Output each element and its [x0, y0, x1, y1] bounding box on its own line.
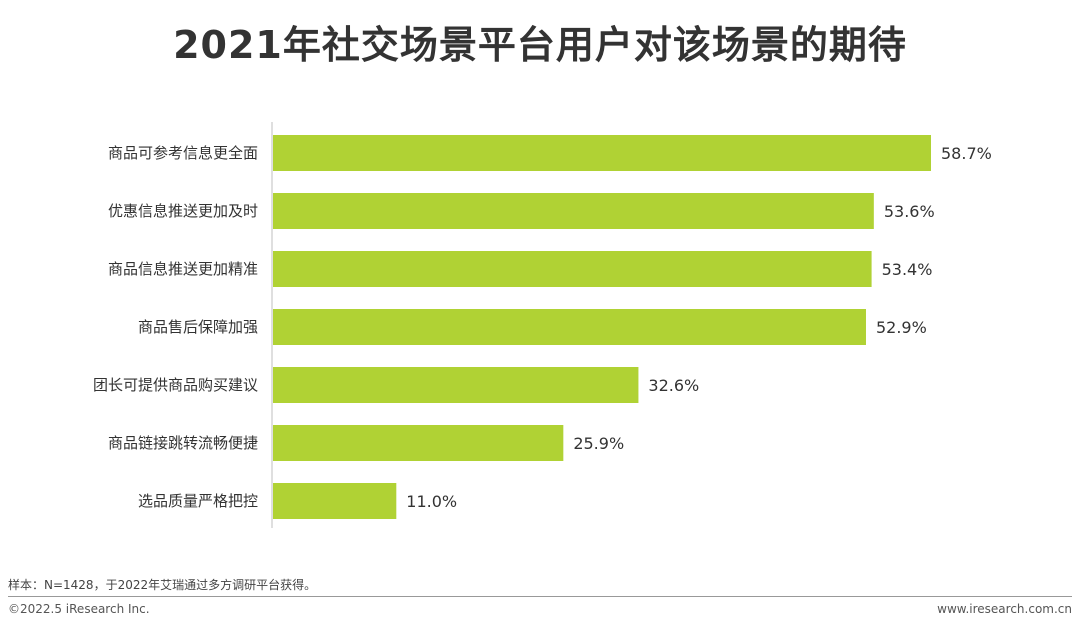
category-label: 商品可参考信息更全面 — [108, 144, 258, 162]
data-label: 53.4% — [882, 260, 933, 279]
website-link[interactable]: www.iresearch.com.cn — [937, 602, 1072, 616]
data-label: 58.7% — [941, 144, 992, 163]
category-label: 商品信息推送更加精准 — [108, 260, 258, 278]
bar — [273, 425, 564, 461]
bar — [273, 193, 874, 229]
category-label: 优惠信息推送更加及时 — [108, 202, 258, 220]
copyright-text: ©2022.5 iResearch Inc. — [8, 602, 150, 616]
category-label: 选品质量严格把控 — [138, 492, 258, 510]
data-label: 11.0% — [406, 492, 457, 511]
data-label: 25.9% — [573, 434, 624, 453]
bar — [273, 135, 931, 171]
bar — [273, 251, 872, 287]
category-label: 商品链接跳转流畅便捷 — [108, 434, 258, 452]
data-label: 53.6% — [884, 202, 935, 221]
data-label: 32.6% — [648, 376, 699, 395]
bar — [273, 309, 866, 345]
bar-chart: 商品可参考信息更全面 58.7% 优惠信息推送更加及时 53.6% 商品信息推送更加精准… — [93, 122, 992, 528]
data-label: 52.9% — [876, 318, 927, 337]
sample-note: 样本：N=1428，于2022年艾瑞通过多方调研平台获得。 — [8, 578, 317, 592]
chart-title: 2021年社交场景平台用户对该场景的期待 — [173, 23, 907, 67]
category-label: 团长可提供商品购买建议 — [93, 376, 258, 394]
bar — [273, 367, 639, 403]
footer-divider — [8, 596, 1072, 597]
category-label: 商品售后保障加强 — [138, 318, 258, 336]
bar — [273, 483, 397, 519]
